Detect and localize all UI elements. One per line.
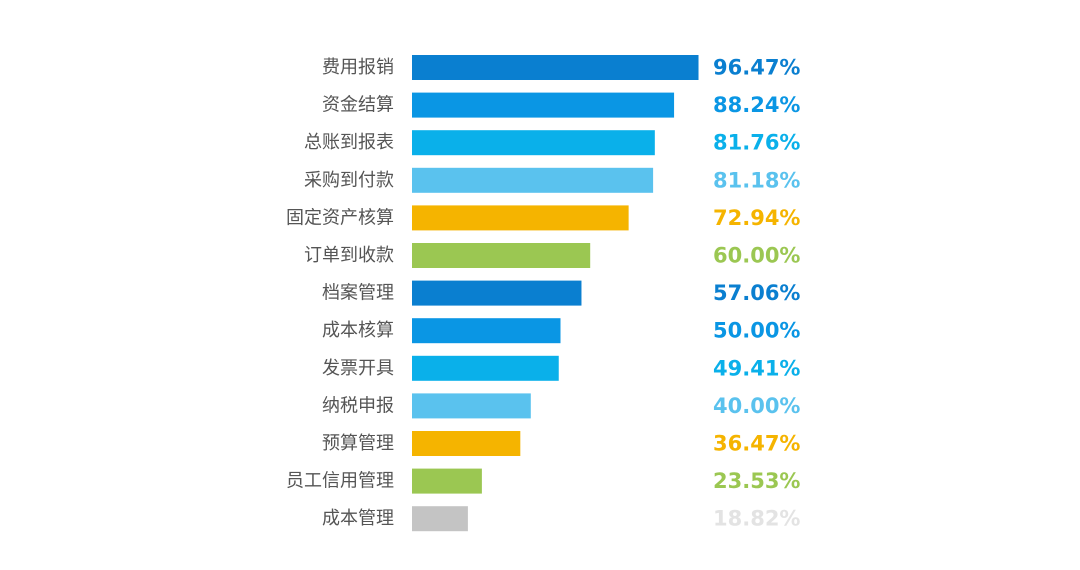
bar [412, 243, 591, 268]
value-label: 81.76% [713, 131, 800, 155]
bar [412, 280, 582, 306]
value-label: 81.18% [713, 168, 800, 192]
value-label: 40.00% [713, 394, 800, 418]
bars [412, 55, 699, 532]
category-label: 档案管理 [322, 283, 394, 304]
bar [412, 468, 482, 494]
category-label: 资金结算 [322, 95, 394, 116]
category-label: 成本核算 [322, 320, 394, 341]
bar [412, 205, 629, 231]
category-label: 订单到收款 [304, 245, 394, 266]
value-label: 49.41% [713, 356, 800, 380]
bar [412, 92, 675, 118]
value-label: 50.00% [713, 319, 800, 343]
value-label: 18.82% [713, 507, 800, 531]
bar [412, 130, 655, 156]
bar [412, 55, 699, 80]
value-label: 36.47% [713, 432, 800, 456]
bar [412, 431, 521, 456]
category-labels: 费用报销资金结算总账到报表采购到付款固定资产核算订单到收款档案管理成本核算发票开… [286, 57, 394, 529]
value-label: 96.47% [713, 56, 800, 80]
bar [412, 506, 468, 532]
value-label: 60.00% [713, 244, 800, 268]
value-label: 57.06% [713, 281, 800, 305]
value-label: 88.24% [713, 93, 800, 117]
category-label: 纳税申报 [322, 395, 394, 416]
category-label: 采购到付款 [304, 170, 394, 191]
category-label: 发票开具 [322, 358, 394, 379]
category-label: 固定资产核算 [286, 207, 394, 228]
bar [412, 318, 561, 344]
value-labels: 96.47% 88.24% 81.76% 81.18% 72.94% 60.00% 57.0… [713, 56, 800, 531]
category-label: 费用报销 [322, 57, 394, 78]
category-label: 预算管理 [322, 433, 394, 454]
category-label: 员工信用管理 [286, 471, 394, 492]
value-label: 23.53% [713, 469, 800, 493]
value-label: 72.94% [713, 206, 800, 230]
category-label: 总账到报表 [304, 132, 394, 153]
bar [412, 393, 531, 419]
category-label: 成本管理 [322, 508, 394, 529]
bar [412, 167, 654, 193]
bar [412, 355, 559, 381]
